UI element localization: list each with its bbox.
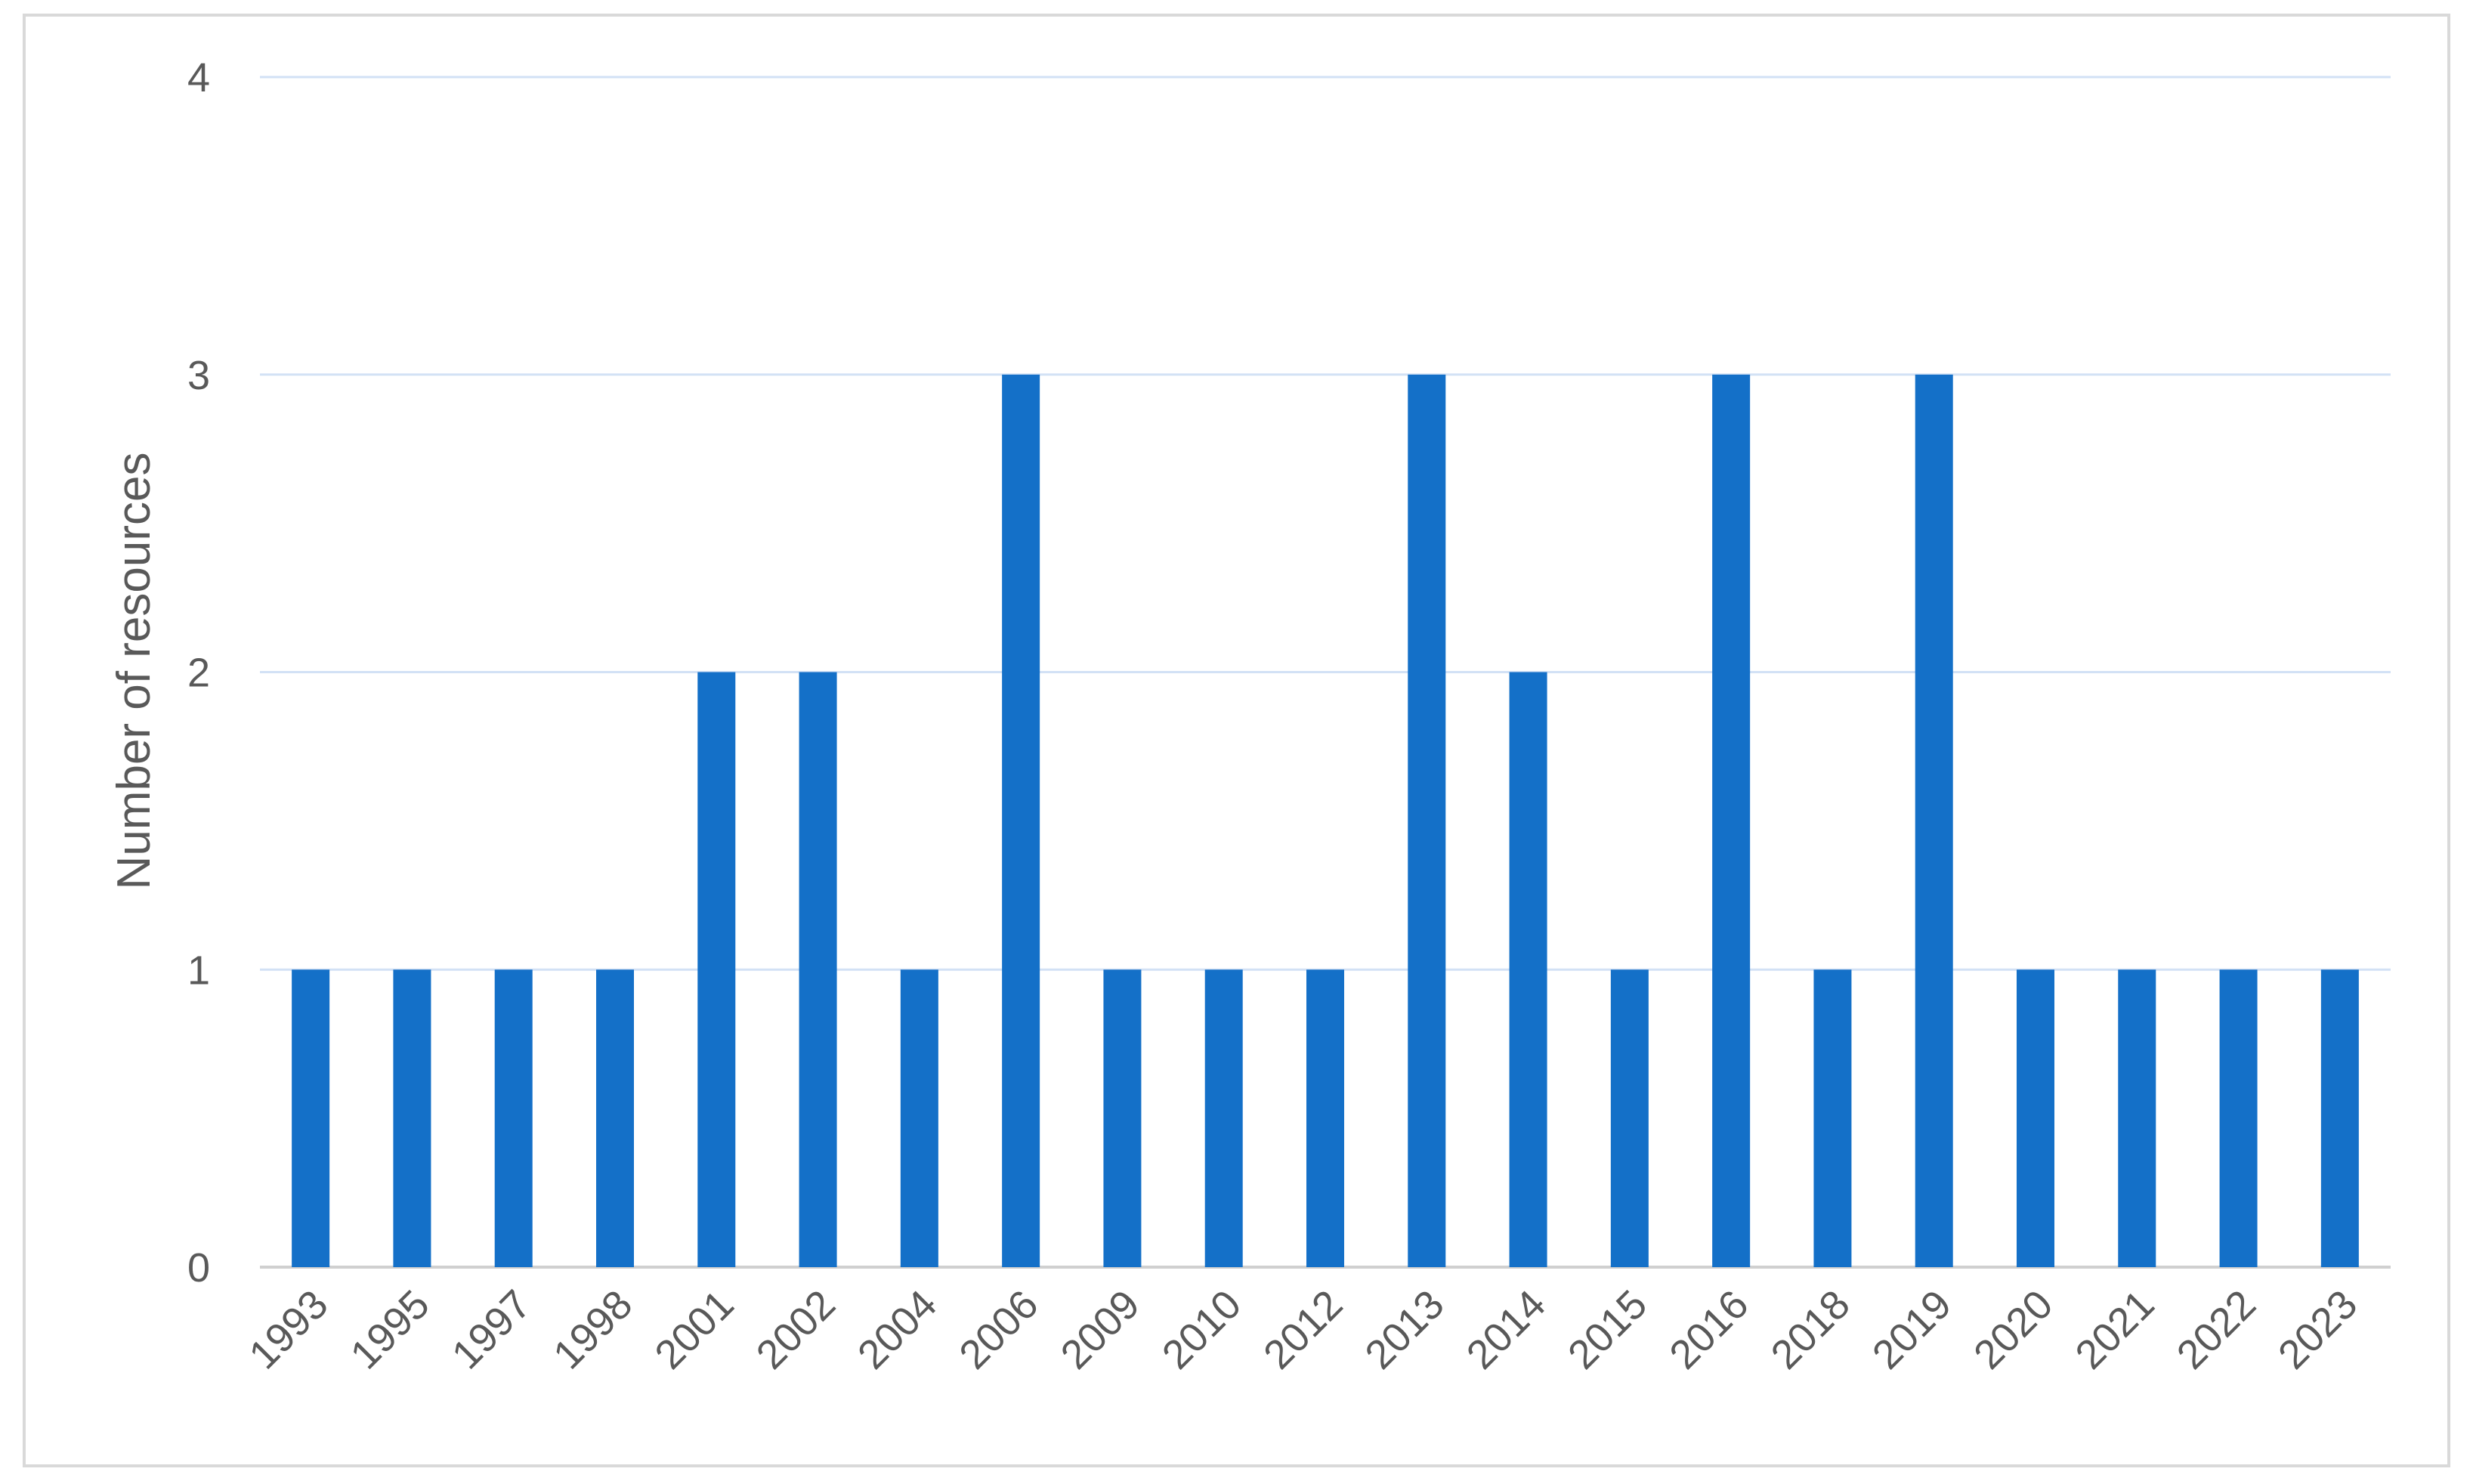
x-tick-label: 2014	[1458, 1281, 1554, 1377]
x-tick-label: 2018	[1763, 1281, 1859, 1377]
bar-2002	[799, 672, 837, 1267]
bar-1998	[596, 969, 634, 1267]
x-tick-label: 2004	[849, 1281, 945, 1377]
bar-1995	[393, 969, 431, 1267]
x-tick-label: 2013	[1356, 1281, 1452, 1377]
bars	[292, 374, 2359, 1267]
bar-2014	[1509, 672, 1547, 1267]
y-tick-labels: 0 1 2 3 4	[187, 55, 210, 1291]
y-tick-label: 4	[187, 55, 210, 100]
x-tick-label: 1993	[240, 1281, 336, 1377]
bar-2020	[2017, 969, 2054, 1267]
bar-2018	[1813, 969, 1852, 1267]
bar-2001	[697, 672, 736, 1267]
bar-2016	[1712, 374, 1751, 1267]
y-axis-title: Number of resources	[108, 453, 160, 890]
bar-2004	[900, 969, 938, 1267]
x-tick-label: 2023	[2270, 1281, 2366, 1377]
bar-2010	[1204, 969, 1243, 1267]
x-tick-label: 2021	[2067, 1281, 2162, 1377]
x-tick-label: 2019	[1864, 1281, 1960, 1377]
bar-2022	[2219, 969, 2258, 1267]
bar-2009	[1103, 969, 1142, 1267]
x-tick-label: 2001	[646, 1281, 742, 1377]
bar-2006	[1002, 374, 1040, 1267]
x-tick-label: 2016	[1661, 1281, 1757, 1377]
x-tick-label: 1997	[444, 1281, 539, 1377]
bar-1997	[494, 969, 533, 1267]
y-tick-label: 3	[187, 353, 210, 398]
x-tick-label: 2022	[2169, 1281, 2264, 1377]
bar-2021	[2118, 969, 2156, 1267]
x-tick-label: 2009	[1053, 1281, 1148, 1377]
x-tick-label: 1995	[342, 1281, 438, 1377]
x-tick-label: 2012	[1255, 1281, 1351, 1377]
x-tick-label: 2015	[1560, 1281, 1655, 1377]
x-tick-label: 2020	[1965, 1281, 2061, 1377]
y-tick-label: 0	[187, 1245, 210, 1291]
x-tick-label: 2002	[748, 1281, 844, 1377]
bar-2019	[1915, 374, 1953, 1267]
x-tick-label: 1998	[545, 1281, 641, 1377]
y-tick-label: 1	[187, 948, 210, 993]
bar-2013	[1408, 374, 1446, 1267]
y-tick-label: 2	[187, 651, 210, 696]
x-tick-label: 2010	[1154, 1281, 1250, 1377]
bar-2023	[2320, 969, 2359, 1267]
x-tick-label: 2006	[951, 1281, 1046, 1377]
x-tick-labels: 1993 1995 1997 1998 2001 2002 2004 2006 2009 2010…	[240, 1281, 2366, 1377]
bar-2015	[1610, 969, 1649, 1267]
bar-2012	[1306, 969, 1344, 1267]
bar-1993	[292, 969, 330, 1267]
